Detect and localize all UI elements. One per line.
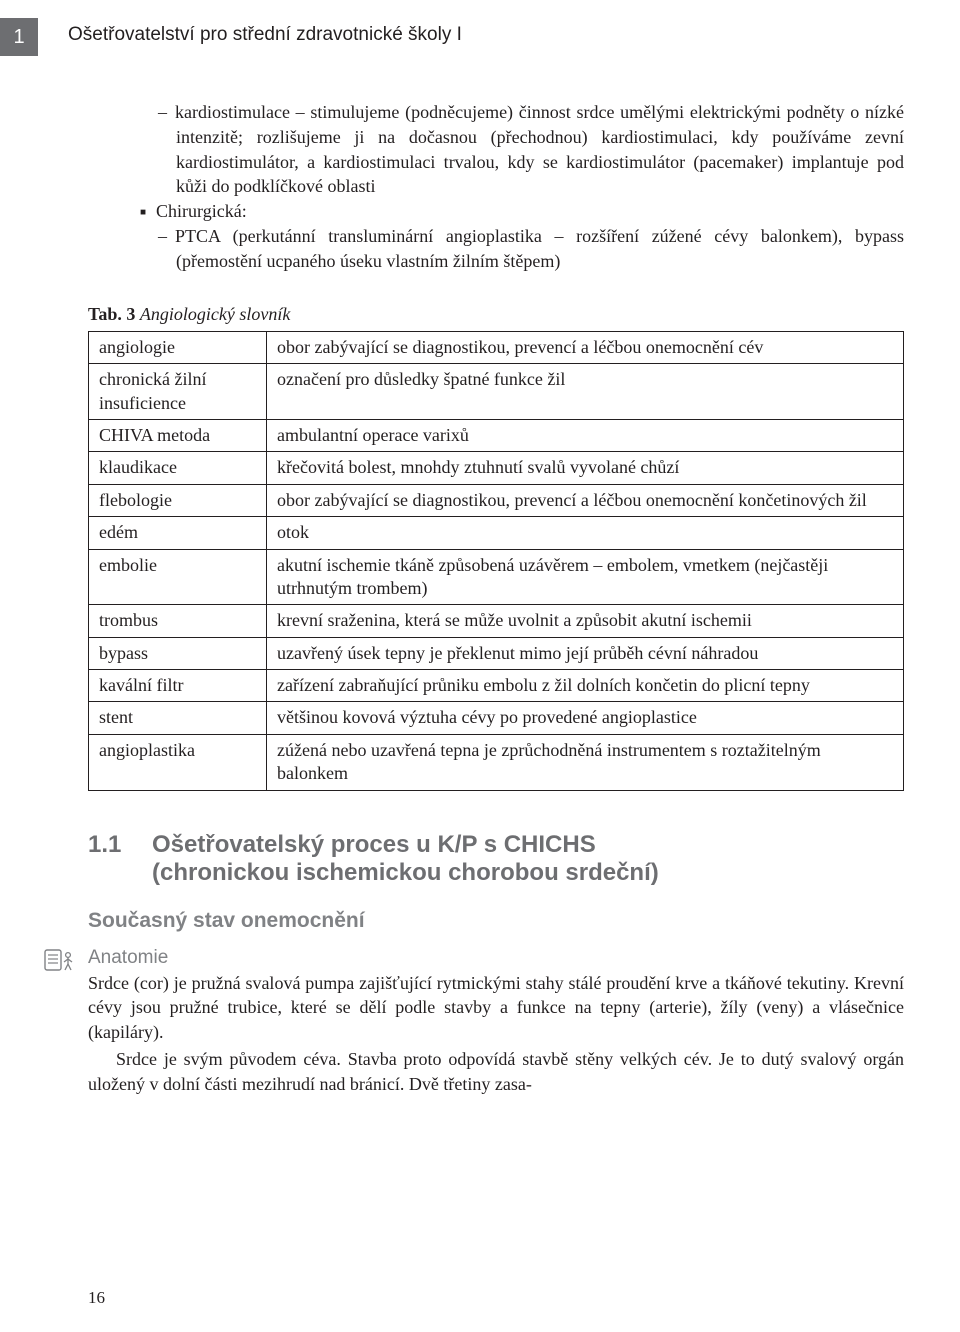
table-row: bypassuzavřený úsek tepny je překlenut m… [89, 637, 904, 669]
definition-cell: krevní sraženina, která se může uvolnit … [267, 605, 904, 637]
anatomy-icon [44, 949, 74, 971]
table-row: stentvětšinou kovová výztuha cévy po pro… [89, 702, 904, 734]
list-item: –PTCA (perkutánní transluminární angiopl… [88, 224, 904, 274]
subsub-text: Anatomie [88, 947, 168, 968]
definition-cell: uzavřený úsek tepny je překlenut mimo je… [267, 637, 904, 669]
term-cell: angiologie [89, 331, 267, 363]
table-row: edémotok [89, 517, 904, 549]
definition-cell: akutní ischemie tkáně způsobená uzávěrem… [267, 549, 904, 605]
term-cell: chronická žilní insuficience [89, 364, 267, 420]
definition-cell: křečovitá bolest, mnohdy ztuhnutí svalů … [267, 452, 904, 484]
table-row: klaudikacekřečovitá bolest, mnohdy ztuhn… [89, 452, 904, 484]
definition-cell: zúžená nebo uzavřená tepna je zprůchodně… [267, 734, 904, 790]
table-row: embolieakutní ischemie tkáně způsobená u… [89, 549, 904, 605]
term-cell: angioplastika [89, 734, 267, 790]
list-text: kardiostimulace – stimulujeme (podněcuje… [175, 102, 904, 196]
section-number: 1.1 [88, 831, 152, 859]
table-row: angioplastikazúžená nebo uzavřená tepna … [89, 734, 904, 790]
term-cell: klaudikace [89, 452, 267, 484]
chapter-number: 1 [13, 26, 24, 49]
page-number: 16 [88, 1288, 105, 1308]
term-cell: edém [89, 517, 267, 549]
table-row: trombuskrevní sraženina, která se může u… [89, 605, 904, 637]
table-row: CHIVA metodaambulantní operace varixů [89, 419, 904, 451]
table-caption: Tab. 3 Angiologický slovník [88, 304, 904, 325]
subsection-heading: Současný stav onemocnění [88, 909, 904, 933]
term-cell: stent [89, 702, 267, 734]
page-content: –kardiostimulace – stimulujeme (podněcuj… [88, 100, 904, 1097]
section-title-line: (chronickou ischemickou chorobou srdeční… [152, 859, 659, 886]
table-title: Angiologický slovník [140, 304, 290, 324]
bullet-list: –kardiostimulace – stimulujeme (podněcuj… [88, 100, 904, 274]
list-text: Chirurgická: [156, 201, 247, 221]
definition-cell: obor zabývající se diagnostikou, prevenc… [267, 484, 904, 516]
body-paragraph: Srdce je svým původem céva. Stavba proto… [88, 1047, 904, 1097]
subsub-heading: Anatomie [88, 947, 904, 969]
section-heading: 1.1 Ošetřovatelský proces u K/P s CHICHS… [88, 831, 904, 887]
term-cell: flebologie [89, 484, 267, 516]
section-title-line: Ošetřovatelský proces u K/P s CHICHS [152, 831, 596, 858]
term-cell: kavální filtr [89, 670, 267, 702]
body-paragraph: Srdce (cor) je pružná svalová pumpa zaji… [88, 971, 904, 1045]
definition-cell: ambulantní operace varixů [267, 419, 904, 451]
running-head: Ošetřovatelství pro střední zdravotnické… [68, 24, 462, 46]
definition-cell: obor zabývající se diagnostikou, prevenc… [267, 331, 904, 363]
list-item: –kardiostimulace – stimulujeme (podněcuj… [88, 100, 904, 199]
term-cell: bypass [89, 637, 267, 669]
chapter-tab: 1 [0, 18, 38, 56]
table-row: angiologieobor zabývající se diagnostiko… [89, 331, 904, 363]
table-row: kavální filtrzařízení zabraňující průnik… [89, 670, 904, 702]
table-row: flebologieobor zabývající se diagnostiko… [89, 484, 904, 516]
list-text: PTCA (perkutánní transluminární angiopla… [175, 226, 904, 271]
section-title: Ošetřovatelský proces u K/P s CHICHS (ch… [152, 831, 659, 887]
definition-cell: zařízení zabraňující průniku embolu z ži… [267, 670, 904, 702]
list-item: Chirurgická: [88, 199, 904, 224]
glossary-table: angiologieobor zabývající se diagnostiko… [88, 331, 904, 791]
table-row: chronická žilní insuficienceoznačení pro… [89, 364, 904, 420]
term-cell: embolie [89, 549, 267, 605]
definition-cell: otok [267, 517, 904, 549]
term-cell: trombus [89, 605, 267, 637]
definition-cell: většinou kovová výztuha cévy po proveden… [267, 702, 904, 734]
table-label: Tab. 3 [88, 304, 135, 324]
term-cell: CHIVA metoda [89, 419, 267, 451]
definition-cell: označení pro důsledky špatné funkce žil [267, 364, 904, 420]
